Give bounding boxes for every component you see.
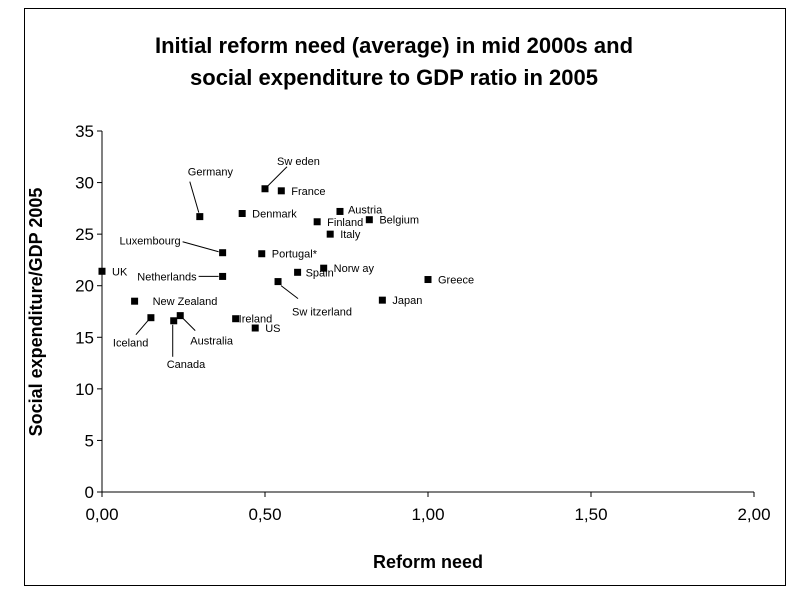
data-point — [320, 264, 328, 272]
data-point — [147, 314, 155, 322]
point-label: France — [291, 186, 325, 198]
y-tick-label: 0 — [85, 483, 94, 502]
data-point — [176, 312, 184, 320]
data-point — [378, 296, 386, 304]
point-label: Finland — [327, 217, 363, 229]
point-label: Belgium — [379, 215, 419, 227]
point-label: Italy — [340, 229, 361, 241]
point-label: Ireland — [239, 314, 273, 326]
leader-line — [280, 285, 299, 299]
point-label: Austria — [348, 204, 383, 216]
point-label: Sw itzerland — [292, 307, 352, 319]
x-tick-label: 1,00 — [411, 505, 444, 524]
point-label: Norw ay — [334, 263, 375, 275]
data-point — [170, 317, 178, 325]
y-axis-label: Social expenditure/GDP 2005 — [26, 188, 46, 437]
axes — [97, 130, 755, 497]
point-label: New Zealand — [153, 296, 218, 308]
point-label: UK — [112, 266, 128, 278]
data-point — [196, 213, 204, 221]
point-label: Denmark — [252, 209, 297, 221]
x-tick-label: 2,00 — [737, 505, 770, 524]
data-point — [261, 185, 269, 193]
point-label: Netherlands — [137, 271, 197, 283]
y-tick-label: 25 — [75, 225, 94, 244]
point-label: Australia — [190, 336, 234, 348]
x-axis-label: Reform need — [373, 552, 483, 572]
point-label: US — [265, 323, 280, 335]
y-tick-label: 20 — [75, 277, 94, 296]
data-point — [238, 210, 246, 218]
data-point — [251, 324, 259, 332]
data-point — [232, 315, 240, 323]
point-label: Sw eden — [277, 156, 320, 168]
point-labels: Sw eden France Germany Denmark AustriaFinlan… — [112, 156, 474, 371]
y-tick-label: 5 — [85, 431, 94, 450]
leader-line — [135, 320, 149, 336]
point-label: Greece — [438, 275, 474, 287]
tick-labels: 0 5 10 15 20 25 30 35 0,00 0,50 1,00 1,50 2,00 — [75, 122, 770, 524]
data-points — [98, 185, 432, 332]
data-point — [98, 267, 106, 275]
y-tick-label: 35 — [75, 122, 94, 141]
chart-title-line2: social expenditure to GDP ratio in 2005 — [190, 65, 598, 90]
data-point — [365, 216, 373, 224]
leader-line — [189, 181, 200, 213]
y-tick-label: 10 — [75, 380, 94, 399]
y-tick-label: 15 — [75, 328, 94, 347]
point-label: Spain — [306, 267, 334, 279]
data-point — [313, 218, 321, 226]
data-point — [258, 250, 266, 258]
point-label: Iceland — [113, 338, 148, 350]
data-point — [219, 272, 227, 280]
x-tick-label: 0,00 — [85, 505, 118, 524]
y-tick-label: 30 — [75, 174, 94, 193]
leader-line — [267, 166, 288, 187]
leader-line — [182, 318, 196, 331]
data-point — [294, 268, 302, 276]
chart-title-line1: Initial reform need (average) in mid 200… — [154, 33, 634, 58]
point-label: Canada — [167, 359, 206, 371]
data-point — [131, 297, 139, 305]
data-point — [277, 187, 285, 195]
data-point — [424, 276, 432, 284]
point-label: Luxembourg — [119, 236, 180, 248]
leader-line — [182, 241, 219, 253]
data-point — [274, 278, 282, 286]
point-label: Germany — [188, 167, 234, 179]
data-point — [326, 230, 334, 238]
chart-frame — [24, 8, 786, 586]
label-leader-lines — [135, 166, 299, 357]
point-label: Portugal* — [272, 249, 318, 261]
data-point — [336, 207, 344, 215]
point-label: Japan — [392, 295, 422, 307]
data-point — [219, 249, 227, 257]
x-tick-label: 1,50 — [574, 505, 607, 524]
x-tick-label: 0,50 — [248, 505, 281, 524]
